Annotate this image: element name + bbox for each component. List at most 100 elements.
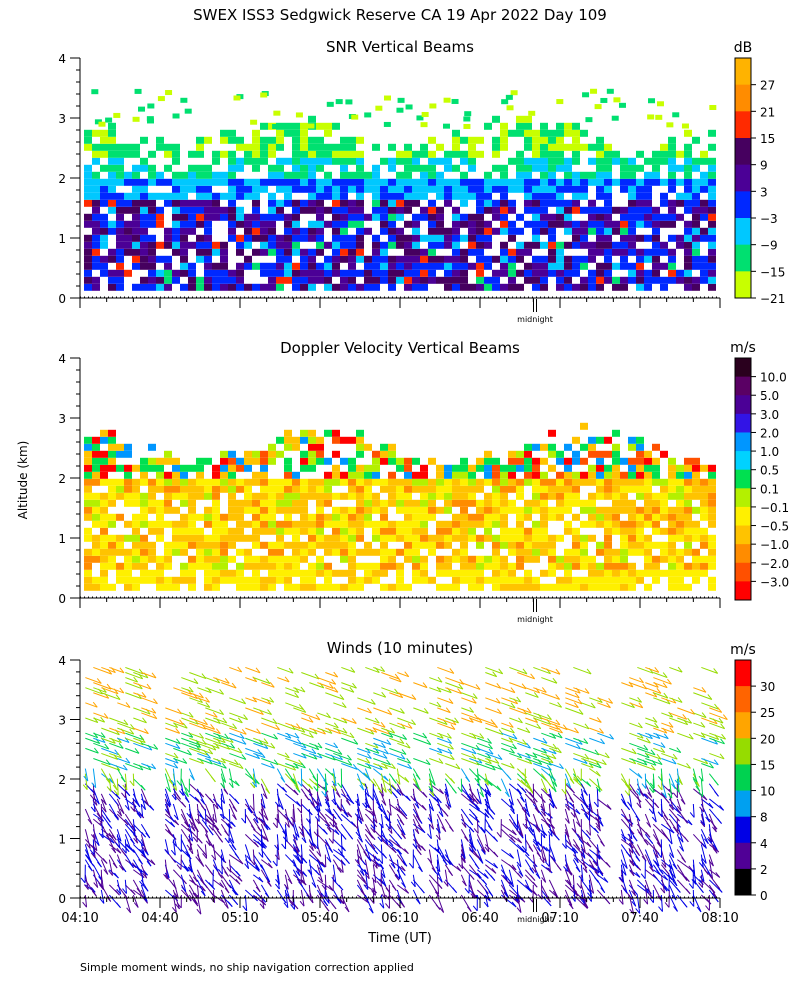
wind-barb-flag [371, 877, 377, 884]
wind-barb-flag [347, 811, 353, 818]
wind-barb [332, 864, 337, 883]
snr-cell [628, 241, 636, 249]
wind-barb-flag [269, 696, 275, 703]
velocity-cell [476, 541, 484, 549]
snr-cell [396, 206, 404, 214]
snr-cell [572, 255, 580, 263]
snr-cell [668, 276, 676, 284]
wind-barb-flag [342, 727, 348, 734]
snr-cell [356, 150, 364, 158]
wind-barb-flag [412, 843, 418, 850]
velocity-cell [332, 429, 340, 437]
snr-cell [580, 283, 588, 291]
snr-cell [132, 213, 140, 221]
velocity-cell [460, 534, 468, 542]
wind-barb [460, 778, 463, 793]
wind-barb [85, 884, 96, 893]
velocity-cell [140, 576, 148, 584]
snr-cell [180, 283, 188, 291]
wind-barb [245, 666, 261, 674]
velocity-cell [452, 485, 460, 493]
velocity-cell [236, 457, 244, 465]
velocity-cell [636, 464, 644, 472]
velocity-cell [516, 541, 524, 549]
velocity-cell [596, 583, 604, 591]
wind-barb-flag [250, 825, 256, 831]
wind-barb [213, 677, 230, 684]
snr-cell [148, 262, 156, 270]
velocity-cell [84, 464, 92, 472]
snr-cell [524, 178, 532, 186]
wind-barb [85, 702, 98, 708]
snr-cell [188, 262, 196, 270]
velocity-cell [180, 548, 188, 556]
snr-cell [524, 185, 532, 193]
velocity-cell [164, 485, 172, 493]
snr-cell [652, 171, 660, 179]
wind-barb [84, 829, 91, 849]
snr-cell [684, 164, 692, 172]
velocity-cell [692, 457, 700, 465]
velocity-cell [284, 562, 292, 570]
snr-cell [220, 248, 228, 256]
wind-barb-flag [232, 723, 238, 729]
wind-barb-flag [482, 879, 488, 885]
wind-barb-flag [232, 889, 237, 896]
wind-barb [252, 849, 255, 866]
velocity-cell [276, 499, 284, 507]
velocity-cell [308, 485, 316, 493]
velocity-cell [708, 534, 716, 542]
wind-barb-flag [465, 776, 470, 783]
wind-barb-flag [475, 804, 481, 810]
wind-barb [364, 844, 372, 862]
wind-barb-flag [275, 883, 280, 890]
wind-barb [445, 677, 464, 685]
wind-barb-flag [296, 858, 302, 864]
snr-cell [276, 255, 284, 263]
colorbar-label: −21 [760, 292, 785, 306]
snr-cell [156, 213, 164, 221]
colorbar-label: 0.5 [760, 464, 779, 478]
wind-barb [101, 692, 121, 701]
wind-barb-flag [269, 682, 275, 688]
wind-barb-flag [116, 847, 122, 854]
snr-cell [676, 276, 684, 284]
wind-barb-flag [378, 858, 383, 865]
y-axis-label: Altitude (km) [16, 441, 30, 520]
wind-barb-flag [313, 786, 319, 792]
velocity-cell [340, 527, 348, 535]
snr-cell [228, 171, 236, 179]
wind-barb-flag [405, 742, 411, 749]
snr-cell [84, 213, 92, 221]
snr-cell [524, 192, 532, 200]
wind-barb-flag [220, 782, 226, 789]
wind-barb-flag [374, 855, 380, 862]
wind-barb-flag [290, 778, 296, 784]
snr-cell [108, 255, 116, 263]
snr-cell [668, 234, 676, 242]
wind-barb-flag [339, 694, 345, 700]
snr-cell [596, 136, 604, 144]
velocity-cell [164, 548, 172, 556]
velocity-cell [284, 471, 292, 479]
wind-barb [140, 834, 147, 852]
velocity-cell [660, 485, 668, 493]
wind-barb [205, 707, 224, 716]
snr-cell [644, 234, 652, 242]
snr-cell [220, 136, 228, 144]
wind-barb-flag [341, 702, 347, 708]
velocity-cell [484, 450, 492, 458]
wind-barb-flag [263, 836, 269, 842]
wind-barb-flag [298, 858, 303, 864]
snr-cell [652, 157, 660, 165]
velocity-cell [220, 527, 228, 535]
velocity-cell [244, 464, 252, 472]
snr-cell [484, 185, 492, 193]
wind-barb-flag [179, 790, 184, 796]
velocity-cell [188, 499, 196, 507]
velocity-cell [468, 520, 476, 528]
wind-barb-flag [331, 813, 337, 820]
velocity-cell [108, 520, 116, 528]
snr-cell [416, 115, 424, 121]
velocity-cell [412, 555, 420, 563]
